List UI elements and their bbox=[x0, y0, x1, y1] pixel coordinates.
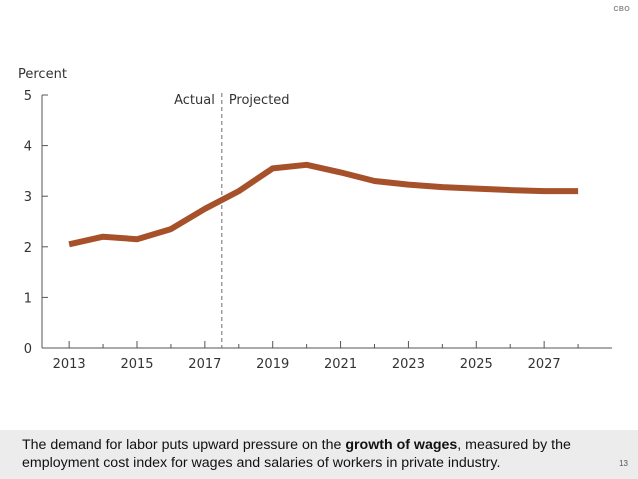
series-line-wage-growth bbox=[68, 161, 579, 248]
x-tick-label: 2013 bbox=[53, 357, 86, 372]
x-tick-label: 2019 bbox=[256, 357, 289, 372]
y-tick-label: 4 bbox=[24, 140, 32, 155]
caption-emphasis: growth of wages bbox=[345, 437, 458, 453]
x-tick-label: 2023 bbox=[392, 357, 425, 372]
caption: The demand for labor puts upward pressur… bbox=[22, 436, 612, 472]
x-tick-label: 2017 bbox=[188, 357, 221, 372]
projected-label: Projected bbox=[229, 93, 290, 108]
page-number: 13 bbox=[619, 459, 628, 468]
y-tick-label: 0 bbox=[24, 342, 32, 357]
x-tick-label: 2027 bbox=[528, 357, 561, 372]
wage-growth-chart: 0 1 2 3 4 5 2013 2015 2017 2019 2021 2023 2025 2027 Pe… bbox=[18, 67, 612, 372]
x-tick-label: 2025 bbox=[460, 357, 493, 372]
x-tick-label: 2021 bbox=[324, 357, 357, 372]
y-tick-label: 3 bbox=[24, 190, 32, 205]
caption-text: The demand for labor puts upward pressur… bbox=[22, 437, 346, 453]
caption-band bbox=[0, 430, 638, 479]
caption-text-end: , measured by the employment cost index … bbox=[22, 437, 571, 471]
cbo-logo: CBO bbox=[613, 6, 630, 13]
y-tick-label: 5 bbox=[24, 89, 32, 104]
y-tick-label: 1 bbox=[24, 291, 32, 306]
y-tick-label: 2 bbox=[24, 241, 32, 256]
y-axis-title: Percent bbox=[18, 67, 67, 82]
actual-label: Actual bbox=[174, 93, 215, 108]
x-tick-label: 2015 bbox=[120, 357, 153, 372]
